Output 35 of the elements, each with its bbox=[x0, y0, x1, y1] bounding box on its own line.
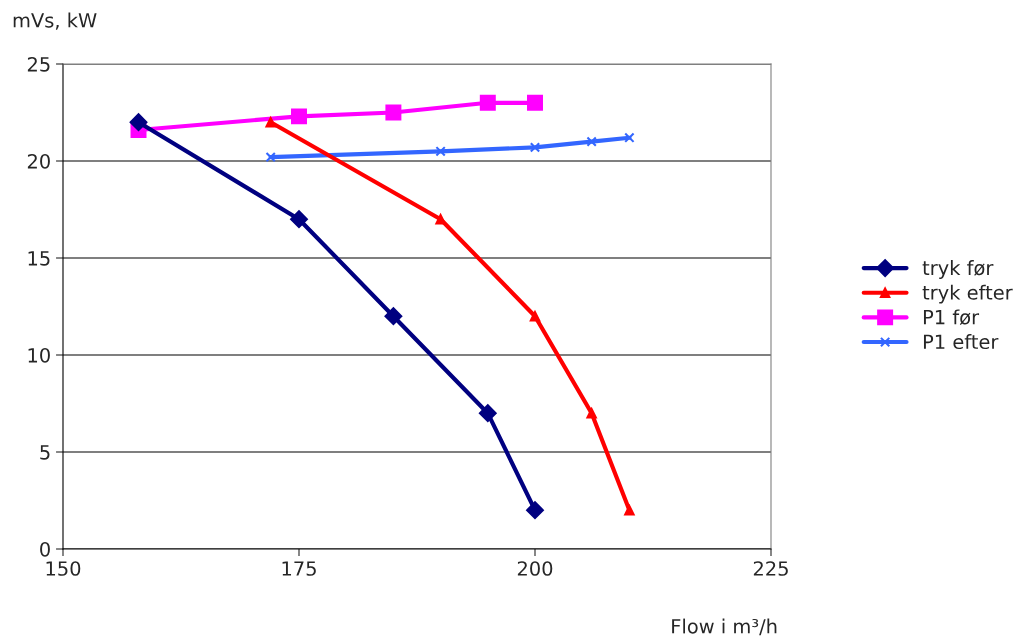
point bbox=[527, 94, 543, 111]
point bbox=[624, 504, 635, 516]
y-tick-label: 5 bbox=[40, 445, 50, 460]
point bbox=[526, 501, 544, 520]
y-tick-label: 15 bbox=[28, 251, 50, 266]
legend-label: P1 efter bbox=[923, 334, 999, 350]
x-tick-label: 150 bbox=[46, 561, 81, 576]
point bbox=[129, 113, 148, 132]
point bbox=[435, 146, 446, 157]
legend-label: tryk efter bbox=[922, 284, 1013, 304]
y-tick-label: 0 bbox=[40, 541, 50, 557]
point bbox=[384, 307, 403, 326]
point bbox=[624, 132, 635, 143]
point bbox=[529, 142, 541, 153]
point bbox=[265, 151, 276, 163]
y-tick-label: 10 bbox=[28, 347, 50, 363]
point bbox=[529, 310, 541, 322]
legend-label: P1 før bbox=[923, 309, 980, 326]
point bbox=[479, 94, 496, 111]
point bbox=[435, 213, 446, 225]
point bbox=[586, 407, 597, 419]
legend-label: tryk før bbox=[922, 260, 994, 279]
point bbox=[265, 116, 276, 128]
y-axis-title: mVs, kW bbox=[13, 12, 97, 30]
point bbox=[586, 136, 597, 147]
point bbox=[478, 404, 497, 423]
x-tick-label: 225 bbox=[753, 561, 788, 576]
x-axis-title: Flow i m³/h bbox=[672, 618, 777, 636]
point bbox=[290, 210, 308, 229]
y-tick-label: 20 bbox=[27, 153, 50, 169]
point bbox=[385, 104, 402, 121]
y-tick-label: 25 bbox=[27, 56, 50, 72]
x-tick-label: 200 bbox=[517, 561, 553, 576]
x-tick-label: 175 bbox=[282, 561, 316, 576]
point bbox=[291, 108, 307, 125]
